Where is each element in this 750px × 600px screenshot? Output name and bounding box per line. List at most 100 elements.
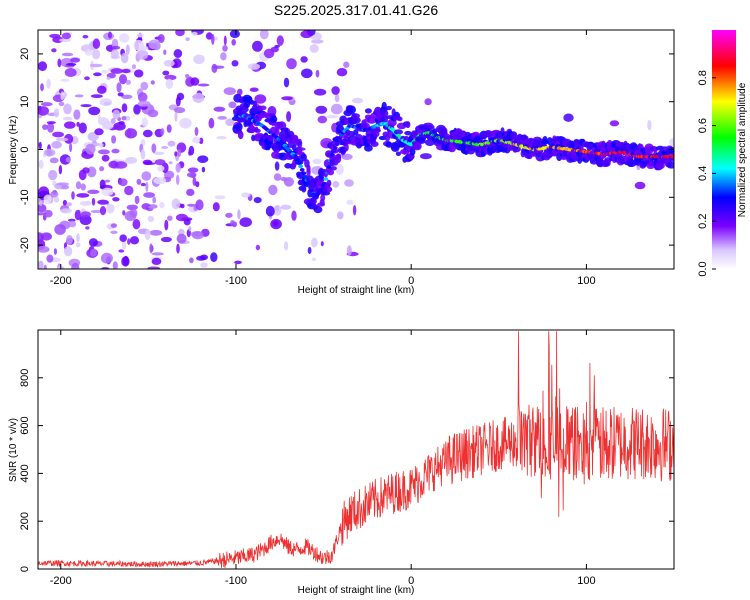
spectrogram-blob [151, 257, 162, 265]
spectrogram-blob [119, 234, 127, 242]
spectrogram-blob [229, 30, 240, 39]
spectrogram-blob [63, 246, 73, 257]
spectrogram-blob [126, 204, 138, 211]
spectrogram-ridge-mark [306, 168, 311, 177]
spectrogram-blob [201, 166, 206, 173]
spectrogram-blob [165, 78, 174, 90]
spectrogram-blob [84, 76, 90, 81]
spectrogram-blob [119, 74, 127, 85]
spectrogram-blob [129, 208, 138, 218]
spectrogram-blob [89, 63, 103, 68]
spectrogram-blob [66, 202, 72, 207]
spectrogram-blob [121, 94, 133, 100]
spectrogram-ridge-mark [335, 153, 342, 160]
spectrogram-blob [141, 171, 152, 181]
x-tick-label: -100 [225, 575, 247, 587]
spectrogram-blob [179, 118, 192, 129]
spectrogram-x-label: Height of straight line (km) [298, 285, 415, 296]
spectrogram-blob [176, 92, 185, 101]
spectrogram-blob [259, 30, 269, 40]
spectrogram-blob [280, 204, 292, 210]
colorbar-label: Normalized spectral amplitude [737, 82, 748, 217]
spectrogram-blob [53, 108, 60, 118]
x-tick-label: -200 [50, 275, 72, 287]
spectrogram-blob [255, 244, 261, 251]
spectrogram-ridge-mark [326, 179, 332, 187]
spectrogram-ridge-mark [267, 135, 274, 141]
spectrogram-blob [74, 94, 84, 98]
y-tick-label: -20 [19, 237, 31, 253]
spectrogram-blob [137, 33, 144, 38]
spectrogram-blob [175, 30, 185, 37]
spectrogram-blob [134, 195, 140, 205]
spectrogram-blob [286, 111, 292, 122]
spectrogram-blob [197, 155, 209, 163]
spectrogram-ridge-mark [397, 116, 403, 122]
spectrogram-blob [147, 266, 161, 269]
snr-x-label: Height of straight line (km) [298, 585, 415, 596]
spectrogram-blob [127, 127, 131, 139]
spectrogram-blob [192, 136, 201, 144]
spectrogram-blob [223, 35, 227, 46]
spectrogram-blob [211, 33, 215, 45]
spectrogram-blob [313, 88, 327, 96]
spectrogram-blob [54, 224, 66, 235]
spectrogram-blob [192, 92, 205, 103]
spectrogram-ridge-mark [370, 141, 379, 148]
spectrogram-blob [160, 236, 172, 243]
snr-y-ticks: 0 200 400 600 800 [19, 369, 674, 572]
colorbar-tick-label: 0.4 [697, 166, 709, 181]
y-tick-label: 20 [19, 48, 31, 60]
spectrogram-blob [140, 148, 146, 160]
spectrogram-blob [56, 182, 69, 186]
spectrogram-blob [139, 45, 149, 51]
spectrogram-blob [133, 104, 141, 115]
spectrogram-blob [58, 101, 65, 107]
spectrogram-blob [352, 205, 357, 216]
spectrogram-ridge-mark [301, 185, 307, 193]
spectrogram-blob [344, 179, 354, 187]
spectrogram-ridge-mark [255, 128, 261, 133]
spectrogram-ridge-mark [259, 105, 267, 111]
spectrogram-blob [159, 201, 165, 209]
spectrogram-blob [110, 230, 118, 234]
y-tick-label: 200 [19, 512, 31, 530]
spectrogram-blob [68, 220, 77, 228]
x-tick-label: -200 [50, 575, 72, 587]
spectrogram-blob [176, 233, 187, 244]
spectrogram-blob [125, 44, 130, 55]
spectrogram-blob [70, 57, 81, 63]
spectrogram-blob [98, 114, 102, 122]
spectrogram-blob [185, 74, 190, 78]
spectrogram-blob [346, 199, 354, 205]
spectrogram-blob [351, 97, 364, 104]
colorbar-ticks: 0.0 0.2 0.4 0.6 0.8 [697, 70, 716, 277]
spectrogram-blob [420, 153, 432, 160]
spectrogram-blob [134, 69, 144, 78]
spectrogram-blob [137, 100, 151, 107]
spectrogram-blob [188, 150, 192, 156]
spectrogram-blob [117, 92, 124, 97]
spectrogram-y-ticks: -20 -10 0 10 20 [19, 48, 674, 253]
spectrogram-blob [341, 153, 353, 160]
spectrogram-blob [49, 33, 61, 39]
spectrogram-blob [62, 116, 73, 121]
spectrogram-blob [283, 77, 290, 88]
spectrogram-blob [225, 118, 235, 127]
spectrogram-blob [106, 76, 111, 80]
spectrogram-ridge-mark [375, 125, 381, 133]
spectrogram-blob [200, 262, 208, 268]
spectrogram-blob [99, 98, 113, 106]
spectrogram-blob [99, 179, 106, 189]
spectrogram-blob [141, 203, 151, 210]
spectrogram-ridge-core [326, 165, 332, 169]
spectrogram-blob [42, 124, 48, 130]
spectrogram-blob [79, 214, 92, 226]
spectrogram-blob [346, 245, 352, 256]
spectrogram-ridge-core [296, 161, 302, 165]
spectrogram-blob [174, 107, 186, 114]
spectrogram-blob [54, 196, 60, 203]
spectrogram-blob [195, 199, 204, 211]
spectrogram-blob [142, 129, 153, 138]
